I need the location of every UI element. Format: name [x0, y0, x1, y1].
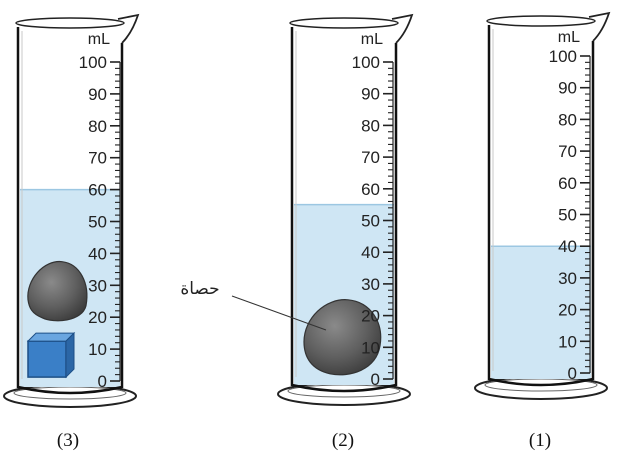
- cylinder-caption: (2): [332, 430, 354, 451]
- tick-label: 10: [88, 340, 107, 359]
- tick-label: 70: [558, 142, 577, 161]
- tick-label: 90: [88, 85, 107, 104]
- tick-label: 80: [361, 116, 380, 135]
- cylinder-rim: [15, 17, 125, 29]
- stone-annotation: حصاة: [180, 279, 327, 331]
- tick-label: 50: [361, 212, 380, 231]
- water: [491, 246, 591, 379]
- tick-label: 60: [88, 181, 107, 200]
- tick-label: 30: [88, 276, 107, 295]
- cylinder-caption: (1): [529, 430, 551, 451]
- tick-label: 80: [558, 110, 577, 129]
- tick-label: 100: [549, 47, 577, 66]
- cylinder-rim: [289, 17, 399, 29]
- tick-label: 0: [568, 364, 577, 383]
- cylinder-wall: [16, 27, 124, 395]
- stone-label: حصاة: [180, 279, 219, 299]
- tick-label: 50: [558, 206, 577, 225]
- tick-label: 70: [361, 148, 380, 167]
- cylinder-spout: [117, 13, 140, 44]
- stone: [303, 299, 382, 376]
- tick-label: 10: [361, 338, 380, 357]
- blue-cube-side: [65, 331, 75, 379]
- tick-label: 50: [88, 213, 107, 232]
- tick-label: 30: [558, 269, 577, 288]
- tick-label: 20: [361, 307, 380, 326]
- cylinder-spout: [588, 11, 611, 42]
- tick-label: 60: [558, 174, 577, 193]
- cylinder-caption: (3): [57, 430, 79, 451]
- cylinder-wall: [487, 25, 595, 387]
- unit-label: mL: [88, 31, 110, 48]
- tick-label: 30: [361, 275, 380, 294]
- tick-label: 60: [361, 180, 380, 199]
- leader-line: [231, 295, 327, 331]
- tick-label: 40: [361, 243, 380, 262]
- blue-cube: [27, 340, 67, 378]
- cylinder-rim: [486, 15, 596, 27]
- tick-label: 100: [79, 53, 107, 72]
- tick-label: 20: [88, 308, 107, 327]
- stone: [27, 261, 88, 322]
- unit-label: mL: [361, 31, 383, 48]
- cylinder-2: 0 10 20 30 40 50 60 70 80 90 100 mL (2): [277, 13, 414, 451]
- unit-label: mL: [558, 29, 580, 46]
- tick-label: 90: [361, 85, 380, 104]
- tick-label: 70: [88, 149, 107, 168]
- tick-label: 40: [88, 244, 107, 263]
- tick-label: 40: [558, 237, 577, 256]
- cylinder-spout: [391, 13, 414, 44]
- cylinder-3: 0 10 20 30 40 50 60 70 80 90 100 mL (3): [3, 13, 140, 451]
- tick-label: 100: [352, 53, 380, 72]
- tick-label: 10: [558, 332, 577, 351]
- tick-label: 90: [558, 79, 577, 98]
- tick-label: 20: [558, 301, 577, 320]
- tick-label: 0: [98, 372, 107, 391]
- tick-label: 0: [371, 370, 380, 389]
- tick-label: 80: [88, 117, 107, 136]
- cylinder-wall: [290, 27, 398, 393]
